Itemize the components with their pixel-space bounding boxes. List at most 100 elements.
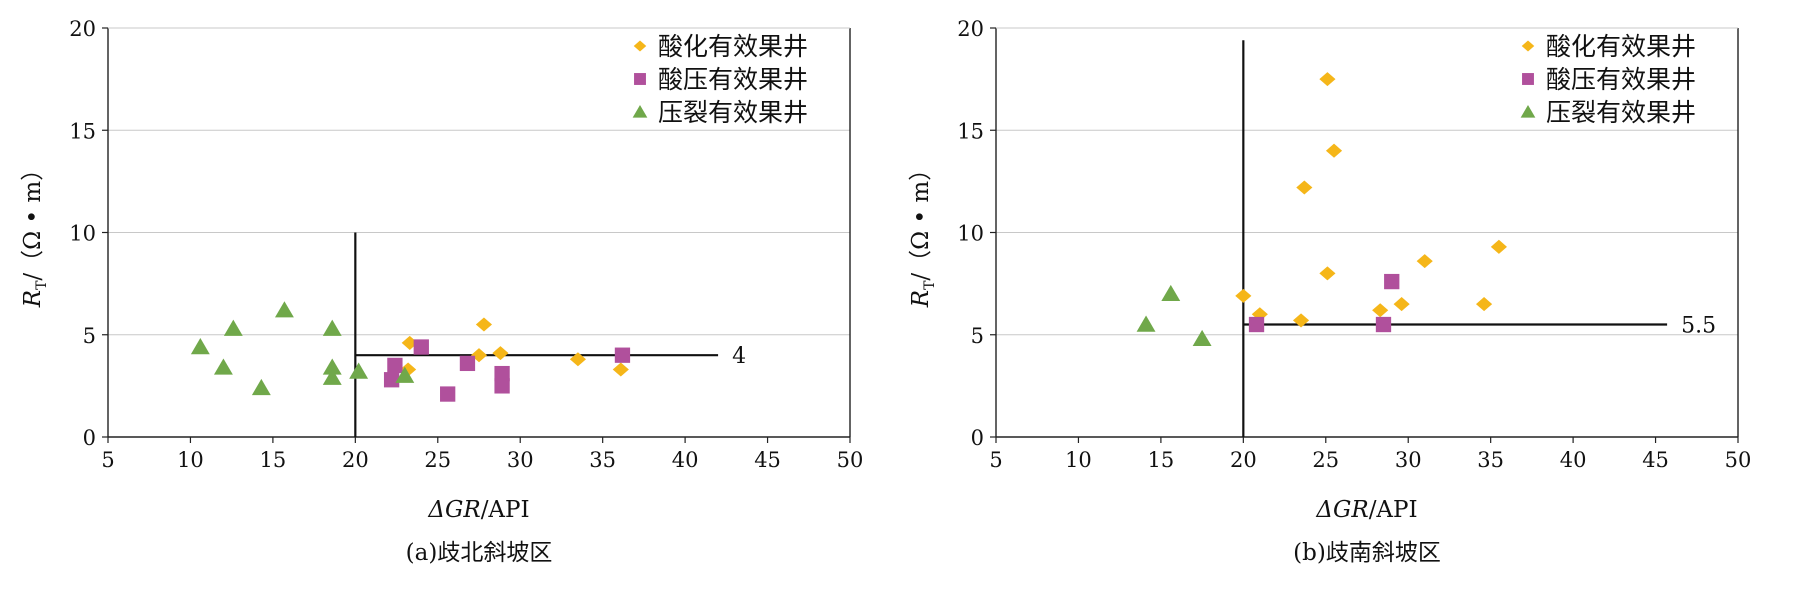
x-tick-label: 40 xyxy=(1560,448,1587,472)
data-point xyxy=(569,352,587,367)
y-axis-title: RT/（Ω • m） xyxy=(20,158,50,309)
data-point xyxy=(1393,297,1410,312)
x-tick-label: 15 xyxy=(1148,448,1175,472)
x-tick-label: 5 xyxy=(989,448,1002,472)
legend-marker xyxy=(633,40,647,52)
legend-label: 酸压有效果井 xyxy=(1546,65,1696,94)
y-tick-label: 10 xyxy=(957,222,984,246)
y-tick-label: 0 xyxy=(83,426,96,450)
x-tick-label: 10 xyxy=(1065,448,1092,472)
data-point xyxy=(387,357,403,374)
data-point xyxy=(1490,239,1507,254)
x-tick-label: 40 xyxy=(672,448,699,472)
x-axis-title: ΔGR/API xyxy=(427,497,529,523)
data-point xyxy=(349,362,369,379)
x-tick-label: 15 xyxy=(260,448,287,472)
legend-marker xyxy=(632,105,648,118)
data-point xyxy=(1296,180,1313,195)
series-triangle xyxy=(1136,284,1212,347)
x-tick-label: 45 xyxy=(1642,448,1669,472)
y-axis-title: RT/（Ω • m） xyxy=(908,158,938,309)
y-tick-label: 20 xyxy=(957,17,984,41)
data-point xyxy=(494,365,510,382)
data-point xyxy=(1325,143,1343,158)
y-tick-label: 5 xyxy=(83,324,96,348)
chart-panel-a: 5 10 15 20 25 30 35 40 45 5005101520ΔGR/APIRT/（Ω … xyxy=(20,17,863,566)
y-tick-label: 20 xyxy=(69,17,96,41)
data-point xyxy=(1319,266,1336,281)
data-point xyxy=(1161,284,1181,302)
x-tick-label: 30 xyxy=(1395,448,1422,472)
x-tick-label: 35 xyxy=(589,448,616,472)
data-point xyxy=(492,346,509,361)
threshold-label: 4 xyxy=(732,344,746,369)
data-point xyxy=(1248,316,1265,333)
x-tick-label: 30 xyxy=(507,448,534,472)
data-point xyxy=(251,378,271,396)
y-tick-label: 15 xyxy=(69,119,96,143)
data-point xyxy=(1475,297,1493,312)
data-point xyxy=(475,317,493,332)
legend-marker xyxy=(1522,73,1534,85)
legend-label: 压裂有效果井 xyxy=(658,98,808,127)
data-point xyxy=(190,338,210,355)
data-point xyxy=(274,301,294,318)
data-point xyxy=(1235,288,1252,303)
data-point xyxy=(223,319,243,336)
legend-label: 酸化有效果井 xyxy=(658,32,808,61)
data-point xyxy=(459,355,476,372)
data-point xyxy=(322,368,342,385)
x-tick-label: 35 xyxy=(1477,448,1504,472)
legend-marker xyxy=(1521,40,1535,52)
x-tick-label: 45 xyxy=(754,448,781,472)
y-tick-label: 5 xyxy=(971,324,984,348)
data-point xyxy=(1375,316,1392,333)
data-point xyxy=(322,358,342,375)
x-axis-title: ΔGR/API xyxy=(1315,497,1417,523)
x-tick-label: 20 xyxy=(1230,448,1257,472)
x-tick-label: 25 xyxy=(424,448,451,472)
legend-marker xyxy=(1520,105,1536,118)
data-point xyxy=(1384,273,1400,290)
data-point xyxy=(1319,72,1336,87)
x-tick-label: 25 xyxy=(1312,448,1339,472)
data-point xyxy=(1416,254,1433,269)
chart-panel-b: 5 10 15 20 25 30 35 40 45 5005101520ΔGR/APIRT/（Ω … xyxy=(908,17,1751,566)
data-point xyxy=(1192,329,1212,347)
data-point xyxy=(1372,303,1389,318)
data-point xyxy=(1136,315,1156,332)
x-tick-label: 50 xyxy=(1725,448,1752,472)
panel-caption: (b)歧南斜坡区 xyxy=(1293,540,1441,566)
y-tick-label: 15 xyxy=(957,119,984,143)
series-diamond xyxy=(1235,72,1507,328)
data-point xyxy=(213,358,233,375)
data-point xyxy=(395,366,415,383)
legend-marker xyxy=(634,73,646,85)
data-point xyxy=(612,362,629,377)
panel-caption: (a)歧北斜坡区 xyxy=(406,540,553,566)
data-point xyxy=(413,339,429,355)
data-point xyxy=(383,372,400,388)
data-point xyxy=(1292,313,1310,328)
legend-label: 酸化有效果井 xyxy=(1546,32,1696,61)
threshold-label: 5.5 xyxy=(1681,314,1716,339)
series-diamond xyxy=(400,317,629,377)
series-square xyxy=(1248,273,1400,333)
legend-label: 酸压有效果井 xyxy=(658,65,808,94)
x-tick-label: 5 xyxy=(101,448,114,472)
x-tick-label: 10 xyxy=(177,448,204,472)
data-point xyxy=(494,378,510,394)
x-tick-label: 50 xyxy=(837,448,864,472)
y-tick-label: 0 xyxy=(971,426,984,450)
series-triangle xyxy=(190,301,415,396)
data-point xyxy=(614,347,631,363)
data-point xyxy=(440,386,456,402)
series-square xyxy=(383,339,631,402)
legend-label: 压裂有效果井 xyxy=(1546,98,1696,127)
x-tick-label: 20 xyxy=(342,448,369,472)
data-point xyxy=(322,319,342,336)
